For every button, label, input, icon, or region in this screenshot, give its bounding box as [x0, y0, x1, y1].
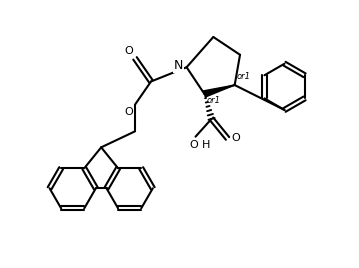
Text: O: O: [231, 133, 240, 143]
Text: O: O: [124, 46, 133, 55]
Text: N: N: [174, 59, 183, 72]
Text: H: H: [202, 140, 210, 150]
Text: or1: or1: [237, 72, 251, 81]
Text: O: O: [189, 140, 198, 150]
Text: or1: or1: [206, 96, 220, 105]
Text: O: O: [124, 107, 133, 117]
Polygon shape: [204, 85, 235, 97]
